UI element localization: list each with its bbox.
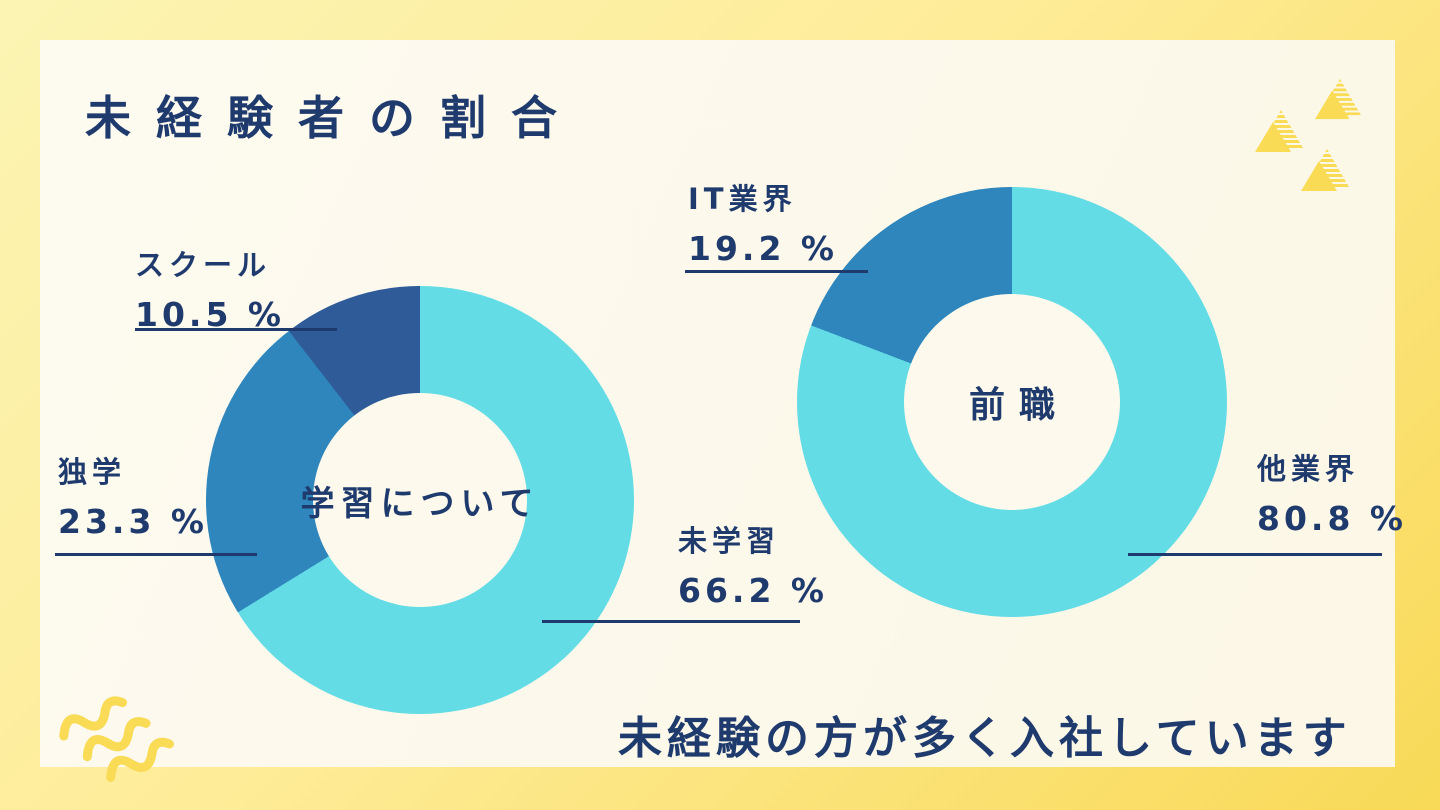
footer-caption: 未経験の方が多く入社しています [618,713,1352,764]
leader-line-school [135,328,337,331]
donut-hole-previous-job: 前職 [904,294,1120,510]
slice-label-no-learning: 未学習 [678,524,781,558]
slice-label-school: スクール [135,248,272,282]
callout-other-industry: 他業界 80.8 % [1257,446,1407,538]
callout-it-industry: IT業界 19.2 % [688,176,838,268]
leader-line-it-industry [685,270,868,273]
leader-line-no-learning [542,620,800,623]
slice-value-school: 10.5 % [135,295,285,334]
callout-self-study: 独学 23.3 % [58,449,208,541]
page-title: 未経験者の割合 [85,91,582,145]
donut-center-label-learning: 学習について [300,483,540,524]
infographic-card: 未経験者の割合 学習について 前職 スクール 10.5 % 独学 23.3 % … [40,40,1403,782]
slice-value-it-industry: 19.2 % [688,229,838,268]
triangle-icon [1301,149,1349,191]
slice-label-it-industry: IT業界 [688,182,797,216]
waves-icon [59,696,174,782]
donut-center-label-previous-job: 前職 [968,385,1069,426]
donut-hole-learning: 学習について [301,393,534,607]
triangle-icon [1255,110,1303,152]
callout-no-learning: 未学習 66.2 % [678,518,828,610]
donut-chart-previous-job: 前職 [797,187,1227,617]
leader-line-other-industry [1128,553,1382,556]
donut-chart-learning: 学習について [206,286,634,714]
callout-school: スクール 10.5 % [135,242,285,334]
slice-label-other-industry: 他業界 [1257,452,1360,486]
triangle-icon [1315,78,1361,120]
slice-value-no-learning: 66.2 % [678,571,828,610]
slice-label-self-study: 独学 [58,455,127,489]
slice-value-other-industry: 80.8 % [1257,499,1407,538]
slice-value-self-study: 23.3 % [58,502,208,541]
leader-line-self-study [55,553,257,556]
